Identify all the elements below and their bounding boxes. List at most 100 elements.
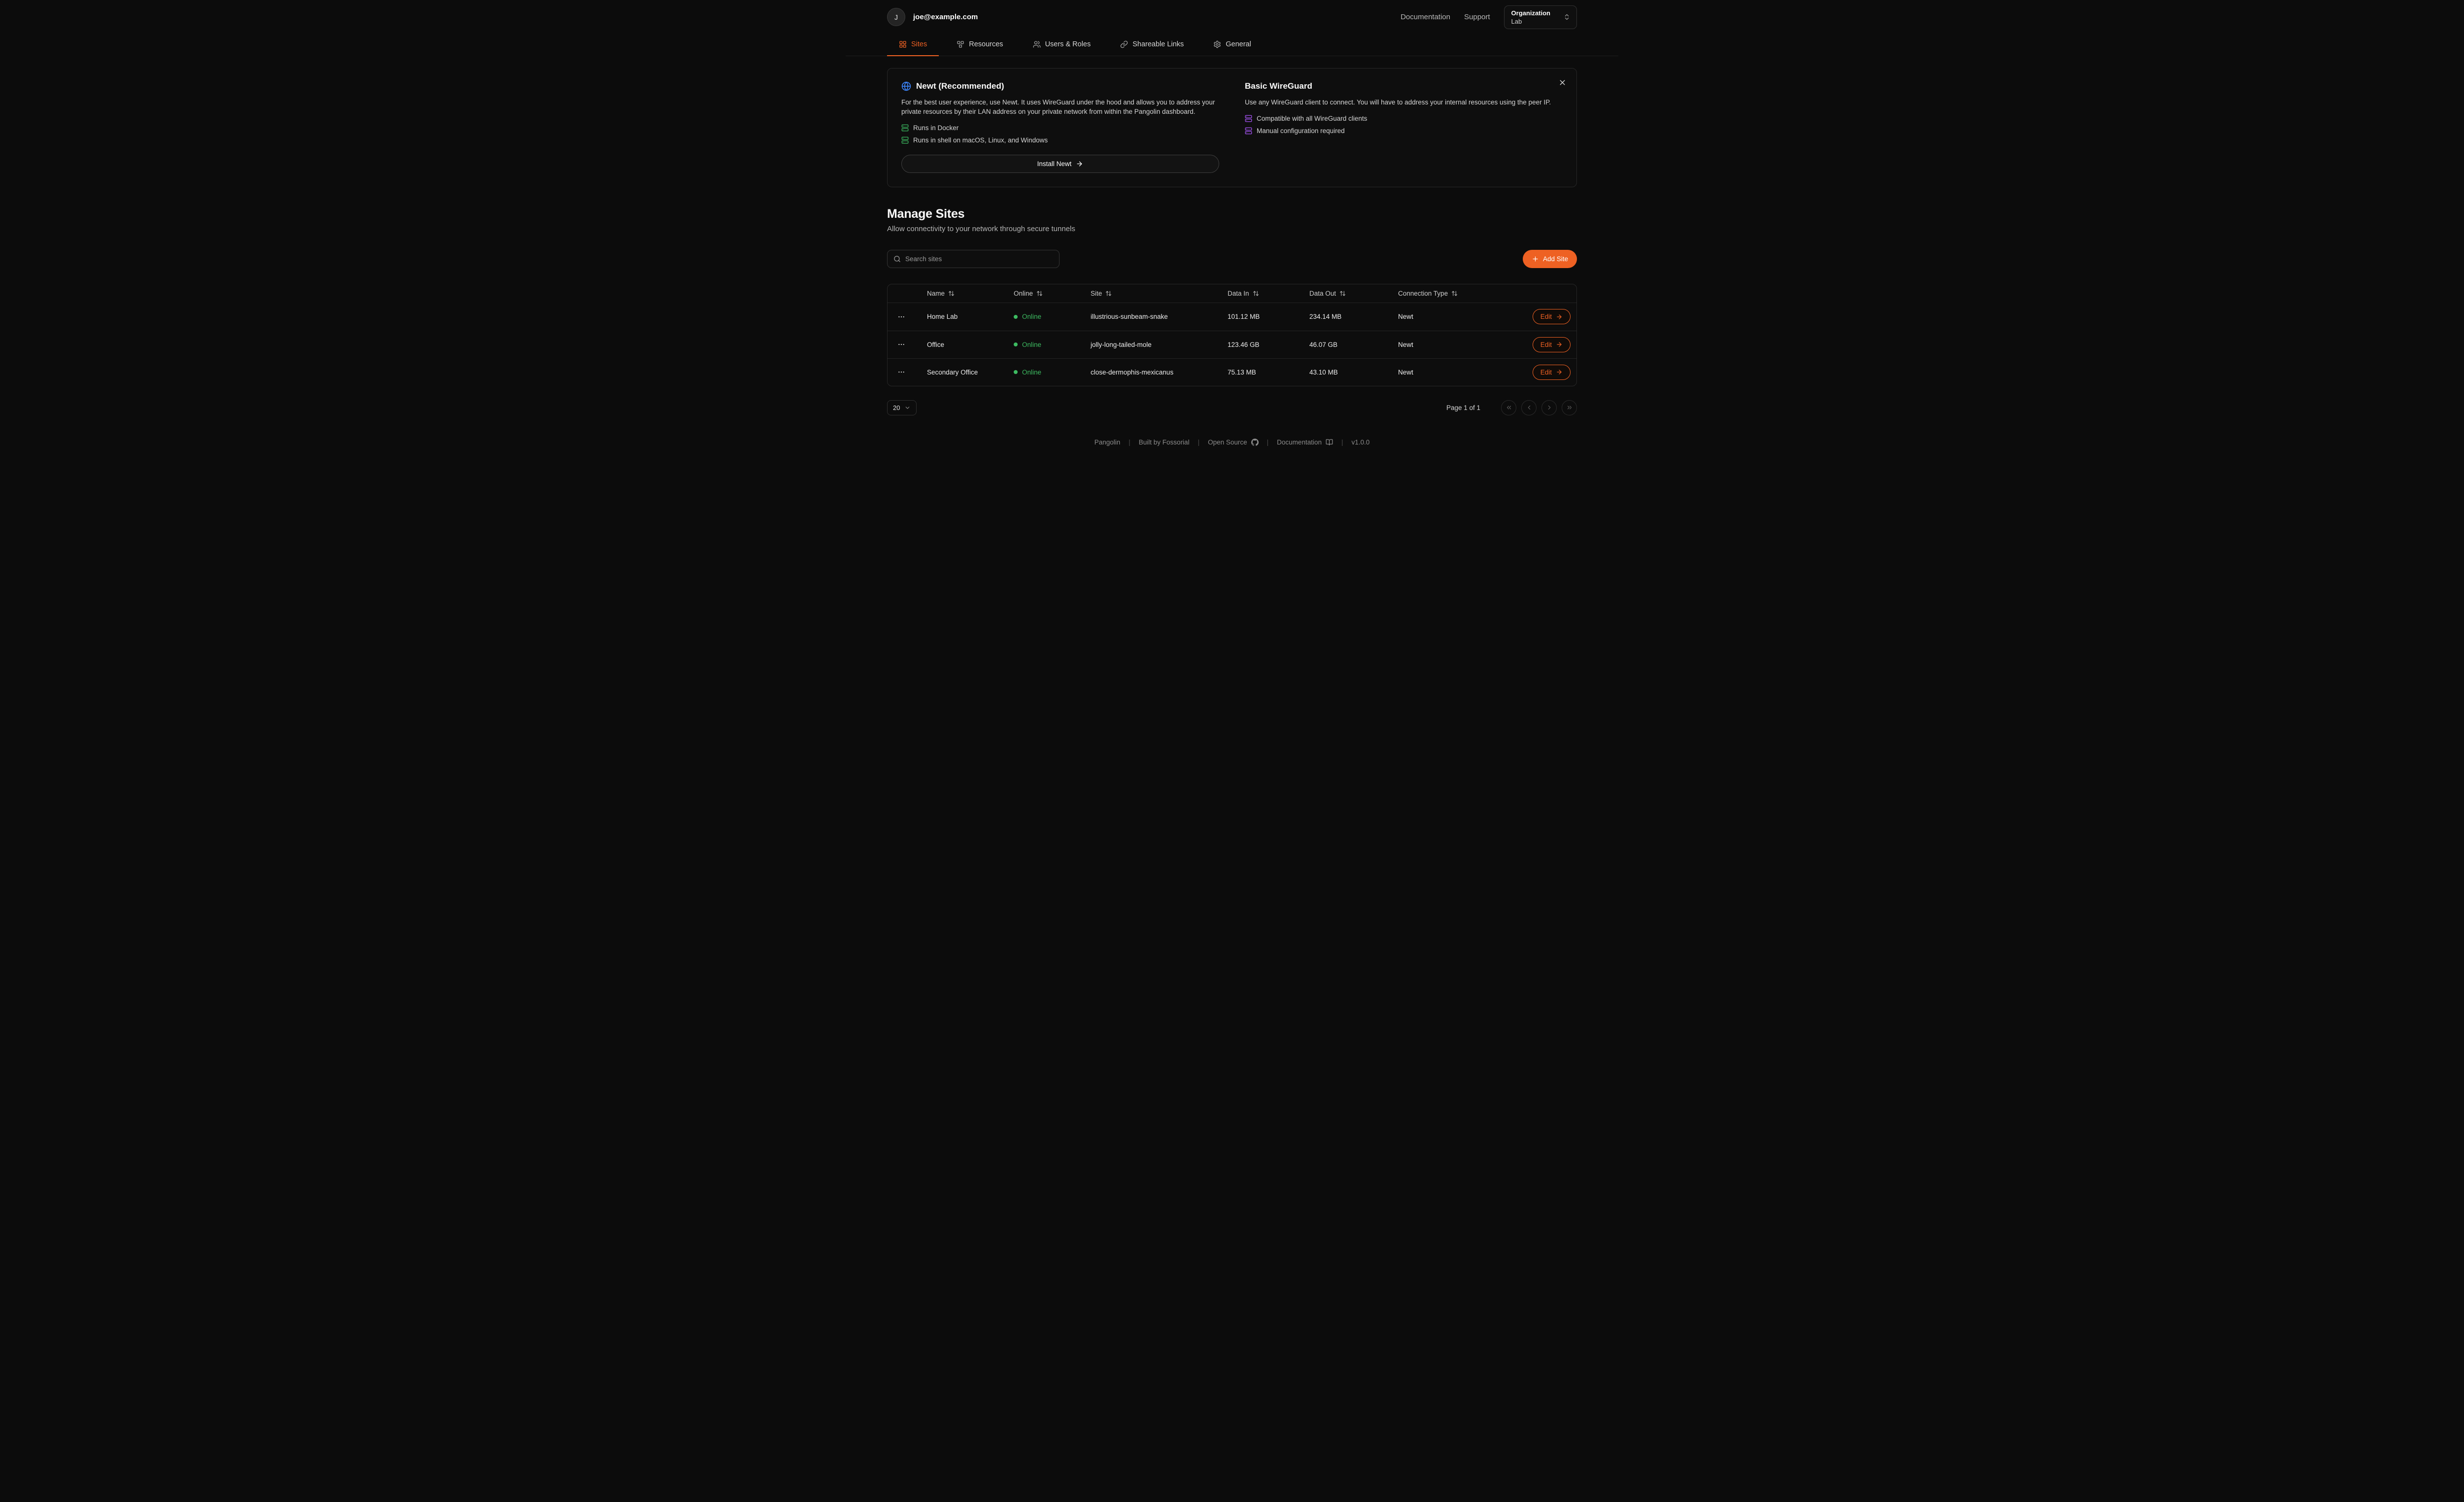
table-row: Home Lab Online illustrious-sunbeam-snak…	[888, 303, 1576, 331]
server-icon	[901, 124, 909, 132]
main-nav: Sites Resources Users & Roles Shareable …	[846, 34, 1618, 56]
github-icon	[1251, 439, 1259, 446]
site-name: Secondary Office	[927, 368, 978, 376]
column-header-online: Online	[1002, 290, 1079, 297]
footer-documentation-link[interactable]: Documentation	[1277, 439, 1333, 446]
newt-feature: Runs in Docker	[901, 124, 1219, 132]
data-in: 123.46 GB	[1228, 341, 1260, 348]
site-slug: close-dermophis-mexicanus	[1091, 368, 1174, 376]
page-title: Manage Sites	[887, 206, 965, 221]
tab-label: Users & Roles	[1045, 40, 1091, 48]
edit-button[interactable]: Edit	[1532, 364, 1571, 380]
connection-type: Newt	[1398, 313, 1413, 321]
row-menu-icon[interactable]	[888, 366, 915, 378]
sort-icon[interactable]	[948, 290, 955, 297]
tab-users-roles[interactable]: Users & Roles	[1021, 34, 1103, 56]
divider: |	[1129, 439, 1130, 446]
site-name: Home Lab	[927, 313, 958, 321]
first-page-icon[interactable]	[1501, 400, 1516, 415]
globe-icon	[901, 81, 911, 91]
divider: |	[1198, 439, 1200, 446]
connection-type: Newt	[1398, 368, 1413, 376]
arrow-right-icon	[1076, 160, 1083, 168]
newt-panel: Newt (Recommended) For the best user exp…	[901, 81, 1219, 173]
wireguard-description: Use any WireGuard client to connect. You…	[1245, 99, 1551, 106]
tab-shareable-links[interactable]: Shareable Links	[1108, 34, 1196, 56]
install-newt-button[interactable]: Install Newt	[901, 154, 1219, 173]
server-icon	[1245, 115, 1252, 122]
wireguard-title: Basic WireGuard	[1245, 81, 1312, 91]
wireguard-feature: Manual configuration required	[1245, 127, 1563, 135]
sort-icon[interactable]	[1451, 290, 1458, 297]
grid-icon	[899, 40, 907, 48]
documentation-link[interactable]: Documentation	[1401, 13, 1450, 21]
wireguard-panel: Basic WireGuard Use any WireGuard client…	[1245, 81, 1563, 173]
data-in: 101.12 MB	[1228, 313, 1260, 321]
tab-label: Resources	[969, 40, 1003, 48]
site-name: Office	[927, 341, 945, 348]
column-header-data-out: Data Out	[1298, 290, 1386, 297]
top-bar: J joe@example.com Documentation Support …	[846, 0, 1618, 34]
arrow-right-icon	[1556, 313, 1563, 320]
page-subtitle: Allow connectivity to your network throu…	[887, 224, 1075, 233]
column-header-site: Site	[1079, 290, 1216, 297]
org-selector-value: Lab	[1511, 17, 1522, 25]
search-icon	[893, 255, 901, 263]
chevrons-up-down-icon	[1563, 13, 1571, 21]
newt-title: Newt (Recommended)	[916, 81, 1004, 91]
connection-methods-banner: Newt (Recommended) For the best user exp…	[887, 68, 1577, 187]
column-header-connection-type: Connection Type	[1386, 290, 1507, 297]
edit-button[interactable]: Edit	[1532, 337, 1571, 352]
users-icon	[1033, 40, 1041, 48]
tab-label: General	[1226, 40, 1251, 48]
row-menu-icon[interactable]	[888, 339, 915, 350]
user-email: joe@example.com	[913, 13, 978, 21]
tab-sites[interactable]: Sites	[887, 34, 939, 56]
divider: |	[1341, 439, 1343, 446]
open-source-link[interactable]: Open Source	[1208, 439, 1259, 446]
data-in: 75.13 MB	[1228, 368, 1256, 376]
arrow-right-icon	[1556, 341, 1563, 348]
newt-feature: Runs in shell on macOS, Linux, and Windo…	[901, 137, 1219, 144]
last-page-icon[interactable]	[1562, 400, 1577, 415]
add-site-button[interactable]: Add Site	[1522, 249, 1577, 268]
previous-page-icon[interactable]	[1521, 400, 1537, 415]
built-by-link[interactable]: Built by Fossorial	[1138, 439, 1190, 446]
page-size-select[interactable]: 20	[887, 400, 917, 415]
version-label: v1.0.0	[1351, 439, 1370, 446]
online-dot-icon	[1014, 370, 1018, 375]
footer: Pangolin | Built by Fossorial | Open Sou…	[846, 439, 1618, 446]
search-input[interactable]	[905, 255, 1053, 263]
site-slug: illustrious-sunbeam-snake	[1091, 313, 1168, 321]
org-selector-label: Organization	[1511, 9, 1550, 17]
status-badge: Online	[1002, 313, 1079, 320]
organization-selector[interactable]: Organization Lab	[1504, 5, 1577, 29]
online-dot-icon	[1014, 314, 1018, 319]
support-link[interactable]: Support	[1464, 13, 1490, 21]
sort-icon[interactable]	[1339, 290, 1346, 297]
resources-icon	[957, 40, 964, 48]
sort-icon[interactable]	[1036, 290, 1043, 297]
edit-button[interactable]: Edit	[1532, 309, 1571, 325]
sort-icon[interactable]	[1105, 290, 1112, 297]
page-info: Page 1 of 1	[1446, 404, 1480, 411]
sort-icon[interactable]	[1253, 290, 1259, 297]
sites-table: Name Online Site Data In Data Out Connec…	[887, 283, 1577, 386]
tab-general[interactable]: General	[1201, 34, 1263, 56]
status-badge: Online	[1002, 341, 1079, 348]
wireguard-feature: Compatible with all WireGuard clients	[1245, 115, 1563, 122]
divider: |	[1266, 439, 1269, 446]
avatar-initial: J	[894, 13, 898, 21]
tab-resources[interactable]: Resources	[945, 34, 1015, 56]
close-icon[interactable]	[1555, 75, 1570, 90]
link-icon	[1120, 40, 1128, 48]
tab-label: Shareable Links	[1132, 40, 1184, 48]
row-menu-icon[interactable]	[888, 311, 915, 323]
next-page-icon[interactable]	[1541, 400, 1557, 415]
avatar[interactable]: J	[887, 8, 905, 26]
table-header: Name Online Site Data In Data Out Connec…	[888, 284, 1576, 303]
site-slug: jolly-long-tailed-mole	[1091, 341, 1152, 348]
table-row: Secondary Office Online close-dermophis-…	[888, 358, 1576, 386]
search-sites-box	[887, 249, 1060, 268]
online-dot-icon	[1014, 342, 1018, 347]
